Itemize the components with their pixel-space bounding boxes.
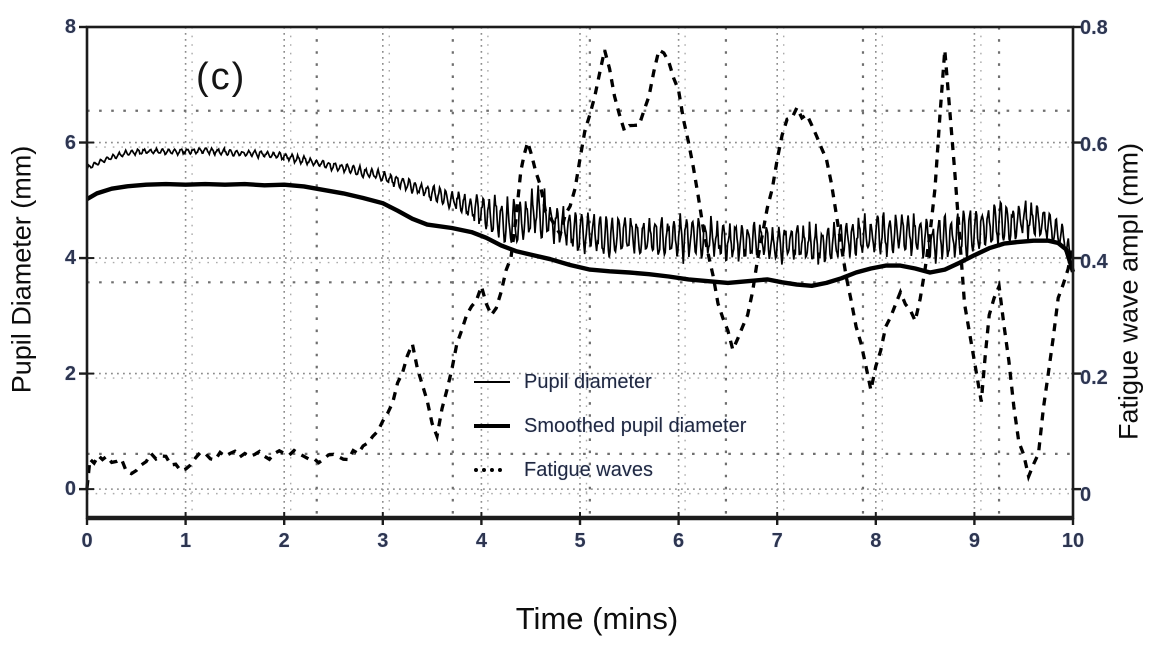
- panel-label: (c): [196, 56, 247, 98]
- dotted-line-swatch-icon: [474, 468, 502, 472]
- smoothed-pupil-diameter-series: [85, 181, 1076, 288]
- x-tick-label: 7: [771, 530, 783, 552]
- thin-line-swatch-icon: [474, 381, 510, 383]
- y-right-tick-label: 0.8: [1080, 17, 1108, 39]
- legend-row-fatigue-waves: Fatigue waves: [474, 448, 746, 492]
- y-left-tick-label: 0: [64, 478, 76, 501]
- x-tick-label: 8: [870, 530, 882, 552]
- y-left-axis-title: Pupil Diameter (mm): [6, 145, 37, 394]
- x-tick-label: 2: [278, 530, 290, 552]
- x-tick-label: 10: [1061, 530, 1085, 552]
- y-right-tick-label: 0.6: [1080, 133, 1108, 156]
- x-tick-label: 4: [475, 530, 487, 552]
- x-tick-label: 3: [377, 530, 389, 552]
- y-right-tick-label: 0.2: [1080, 367, 1108, 390]
- legend: Pupil diameter Smoothed pupil diameter F…: [474, 360, 746, 492]
- x-tick-label: 5: [574, 530, 586, 552]
- y-left-tick-label: 2: [64, 362, 76, 385]
- x-tick-label: 1: [180, 530, 192, 552]
- legend-label: Smoothed pupil diameter: [524, 414, 747, 437]
- y-right-tick-label: 0: [1080, 484, 1092, 506]
- fatigue-waves-series: [85, 47, 1075, 489]
- legend-label: Fatigue waves: [524, 458, 653, 481]
- y-right-axis-title: Fatigue wave ampl (mm): [1113, 142, 1144, 441]
- legend-row-pupil-diameter: Pupil diameter: [474, 360, 746, 404]
- x-tick-label: 9: [968, 530, 980, 552]
- y-left-tick-label: 8: [64, 16, 76, 38]
- plot-area: [79, 25, 1081, 525]
- legend-label: Pupil diameter: [524, 370, 652, 393]
- pupil-diameter-series: [86, 145, 1074, 271]
- legend-row-smoothed-pupil-diameter: Smoothed pupil diameter: [474, 404, 746, 448]
- y-left-tick-label: 6: [64, 131, 76, 154]
- thick-line-swatch-icon: [474, 424, 510, 428]
- x-tick-label: 6: [673, 530, 685, 552]
- x-axis-title: Time (mins): [515, 601, 679, 636]
- y-right-tick-label: 0.4: [1080, 250, 1108, 273]
- x-tick-label: 0: [81, 530, 93, 552]
- y-left-tick-label: 4: [64, 247, 76, 270]
